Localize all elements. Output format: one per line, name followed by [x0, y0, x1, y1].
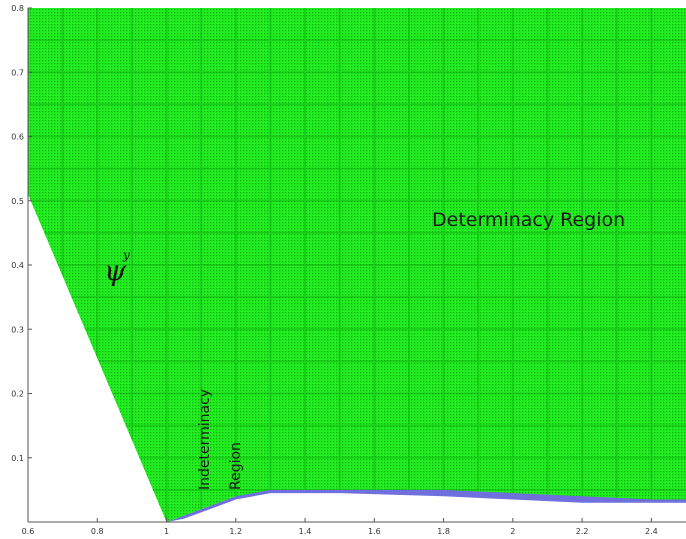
x-tick-label: 1.6 [368, 527, 381, 536]
x-tick-label: 2.2 [576, 527, 589, 536]
indeterminacy-region-label: Indeterminacy [197, 389, 213, 490]
y-tick-label: 0.2 [11, 390, 24, 399]
indeterminacy-region-label-2: Region [228, 442, 244, 490]
determinacy-region-label: Determinacy Region [432, 209, 625, 231]
x-tick-label: 1.2 [229, 527, 242, 536]
y-tick-label: 0.7 [11, 68, 24, 77]
x-tick-label: 1.8 [437, 527, 450, 536]
x-tick-label: 0.6 [22, 527, 35, 536]
x-tick-label: 2.4 [645, 527, 658, 536]
plot-area [28, 8, 686, 522]
y-tick-label: 0.3 [11, 325, 24, 334]
y-tick-label: 0.8 [11, 4, 24, 13]
x-tick-label: 1.4 [299, 527, 312, 536]
y-tick-label: 0.6 [11, 133, 24, 142]
x-tick-label: 2 [510, 527, 515, 536]
x-tick-label: 0.8 [91, 527, 104, 536]
y-tick-label: 0.1 [11, 454, 24, 463]
y-tick-label: 0.4 [11, 261, 24, 270]
x-tick-label: 1 [164, 527, 169, 536]
y-tick-label: 0.5 [11, 197, 24, 206]
y-axis-label-subscript: y [122, 248, 130, 262]
